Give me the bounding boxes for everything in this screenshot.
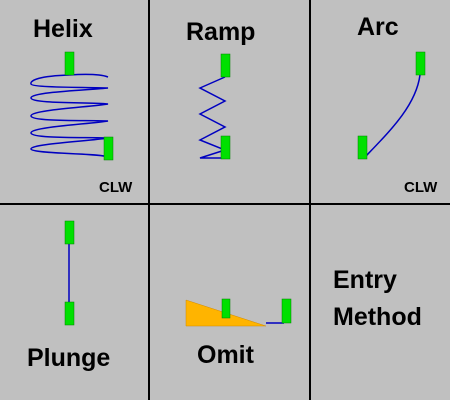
helix-option[interactable]: Helix CLW [0, 0, 148, 203]
plunge-end-marker [64, 301, 75, 326]
helix-path-icon [30, 51, 114, 161]
ramp-label: Ramp [186, 18, 256, 46]
helix-label: Helix [33, 15, 93, 43]
plunge-option[interactable]: Plunge [0, 205, 148, 400]
entry-method-title-line2: Method [333, 303, 422, 331]
helix-direction-label: CLW [99, 179, 133, 196]
arc-path-icon [357, 51, 426, 160]
plunge-start-marker [64, 220, 75, 245]
arc-end-marker [415, 51, 426, 76]
arc-start-marker [357, 135, 368, 160]
ramp-end-marker [220, 135, 231, 160]
arc-label: Arc [357, 13, 399, 41]
ramp-path-icon [198, 53, 231, 160]
omit-start-marker [221, 298, 231, 319]
ramp-option[interactable]: Ramp [150, 0, 309, 203]
helix-start-marker [64, 51, 75, 76]
plunge-label: Plunge [27, 344, 111, 372]
grid-divider-v2 [309, 0, 311, 400]
entry-method-title-cell: Entry Method [311, 205, 450, 400]
omit-wedge-icon [185, 298, 292, 327]
helix-end-marker [103, 136, 114, 161]
omit-label: Omit [197, 341, 254, 369]
arc-option[interactable]: Arc CLW [311, 0, 450, 203]
ramp-start-marker [220, 53, 231, 78]
arc-direction-label: CLW [404, 179, 438, 196]
grid-divider-v1 [148, 0, 150, 400]
plunge-path-icon [64, 220, 75, 326]
grid-divider-h1 [0, 203, 450, 205]
omit-option[interactable]: Omit [150, 205, 309, 400]
omit-end-marker [281, 298, 292, 324]
entry-method-title-line1: Entry [333, 266, 397, 294]
